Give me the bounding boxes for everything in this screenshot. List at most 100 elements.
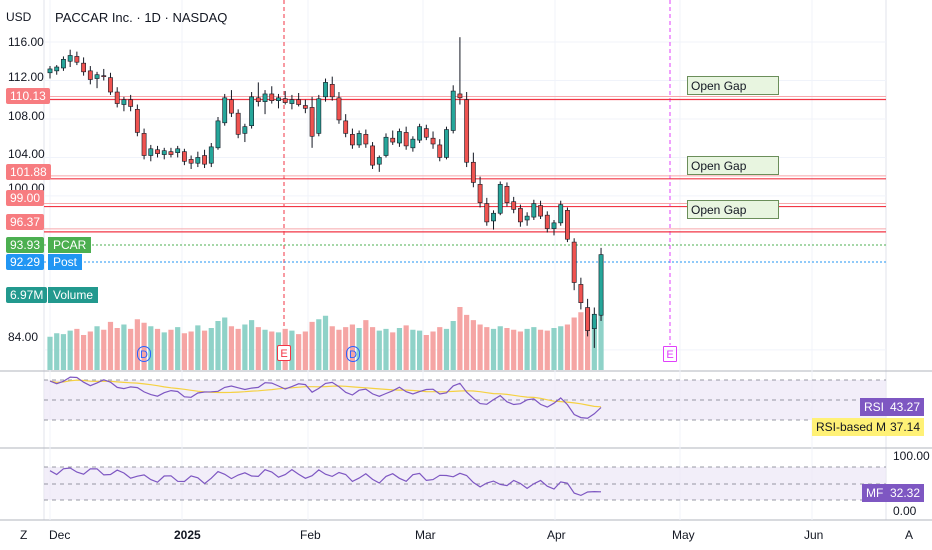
candle-body <box>477 184 483 203</box>
candle-body <box>114 91 120 104</box>
volume-bar <box>134 319 140 370</box>
candle-body <box>356 133 362 146</box>
volume-bar <box>228 326 235 370</box>
candle-body <box>195 157 201 164</box>
time-label: 2025 <box>174 528 201 542</box>
volume-bar <box>208 328 214 370</box>
rsi-panel <box>44 376 886 421</box>
symbol-title[interactable]: PACCAR Inc. · 1D · NASDAQ <box>55 10 228 25</box>
open-gap-box[interactable]: Open Gap <box>687 200 779 219</box>
candle-body <box>511 201 517 210</box>
dividend-event-icon[interactable]: D <box>346 346 360 362</box>
candle-body <box>437 144 443 158</box>
volume-bar <box>249 320 255 370</box>
volume-tag: 6.97M <box>6 287 48 303</box>
price-tick: 112.00 <box>8 70 44 84</box>
volume-bar <box>128 328 134 370</box>
volume-bar <box>564 324 571 370</box>
volume-bar <box>558 326 564 370</box>
volume-bar <box>571 317 577 370</box>
candle-body <box>504 186 510 203</box>
candle-body <box>168 151 174 155</box>
candle-body <box>309 107 315 137</box>
volume-bar <box>363 320 369 370</box>
volume-bar <box>457 307 463 370</box>
volume-bar <box>181 333 187 370</box>
mf-tick: 100.00 <box>893 449 930 463</box>
currency-label[interactable]: USD <box>6 10 32 24</box>
volume-bar <box>343 327 349 370</box>
candle-body <box>182 151 187 162</box>
candle-body <box>390 137 396 143</box>
volume-bar <box>302 331 308 370</box>
mf-tick: 0.00 <box>893 504 917 518</box>
candle-body <box>524 215 530 221</box>
time-label: Mar <box>415 528 436 542</box>
candle-body <box>450 90 456 131</box>
volume-bar <box>161 332 167 370</box>
volume-bar <box>188 331 194 370</box>
candle-body <box>229 99 234 114</box>
volume-bar <box>81 335 87 370</box>
price-tick: 104.00 <box>8 147 45 161</box>
earnings-event-icon[interactable]: E <box>277 345 291 361</box>
candle-body <box>329 84 335 98</box>
candle-body <box>558 204 564 224</box>
candle-body <box>383 136 389 156</box>
candle-body <box>551 222 557 229</box>
candle-body <box>262 93 268 102</box>
candle-body <box>87 70 93 80</box>
candle-body <box>101 75 107 77</box>
candle-body <box>491 212 496 222</box>
volume-bar <box>369 327 376 370</box>
zoom-button[interactable]: Z <box>20 528 28 542</box>
level-tag: 96.37 <box>6 214 45 230</box>
candle-body <box>61 59 66 69</box>
price-tick: 108.00 <box>8 109 45 123</box>
candle-body <box>128 99 134 107</box>
candle-body <box>54 66 60 72</box>
mf-panel <box>44 466 886 501</box>
candle-body <box>497 184 503 214</box>
candle-body <box>242 126 248 134</box>
candle-body <box>47 68 53 74</box>
candle-body <box>457 93 463 99</box>
volume-bar <box>336 329 342 370</box>
candle-body <box>222 97 228 124</box>
auto-scale-button[interactable]: A <box>905 528 914 542</box>
rsi-ma-value: 37.14 <box>886 418 925 436</box>
volume-bar <box>329 326 335 370</box>
candle-body <box>591 313 597 329</box>
candle-body <box>134 109 140 133</box>
candle-body <box>585 307 590 331</box>
price-tick: 84.00 <box>8 330 39 344</box>
grid <box>0 0 932 521</box>
current-price-tag: 93.93 <box>6 237 45 253</box>
volume-bar <box>430 331 436 370</box>
candle-body <box>289 99 295 104</box>
candle-body <box>235 112 241 135</box>
dividend-event-icon[interactable]: D <box>137 346 151 362</box>
candle-body <box>444 129 449 158</box>
candle-body <box>161 150 167 155</box>
level-tag: 110.13 <box>6 88 50 104</box>
rsi-value: 43.27 <box>886 398 925 416</box>
candle-body <box>155 149 160 154</box>
time-label: Feb <box>300 528 321 542</box>
volume-bar <box>537 329 544 370</box>
volume-bar <box>585 308 591 370</box>
open-gap-box[interactable]: Open Gap <box>687 156 779 175</box>
candle-body <box>464 99 470 163</box>
candle-body <box>276 97 281 101</box>
candle-body <box>410 138 416 149</box>
volume-bar <box>215 321 221 370</box>
candle-body <box>302 105 308 109</box>
level-tag: 101.88 <box>6 164 51 180</box>
volume-bar <box>175 327 181 370</box>
candle-body <box>255 97 261 102</box>
open-gap-box[interactable]: Open Gap <box>687 76 779 95</box>
volume-bars <box>47 300 604 370</box>
earnings-future-event-icon[interactable]: E <box>663 346 677 362</box>
candle-body <box>249 96 254 126</box>
